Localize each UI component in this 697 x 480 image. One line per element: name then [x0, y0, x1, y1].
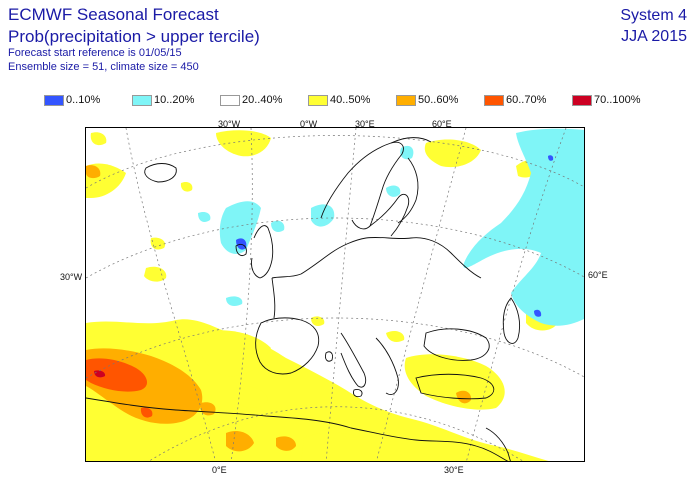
shading-70-100 — [94, 370, 106, 378]
legend-swatch — [132, 95, 152, 106]
legend-swatch — [44, 95, 64, 106]
legend-swatch — [396, 95, 416, 106]
start-reference: Forecast start reference is 01/05/15 — [8, 47, 182, 59]
legend-label: 20..40% — [242, 94, 283, 106]
grid-label-bottom-30e: 30°E — [444, 465, 464, 475]
shading-0-10 — [236, 155, 554, 317]
legend-label: 0..10% — [66, 94, 101, 106]
shading-10-20 — [198, 128, 584, 326]
subtitle: Prob(precipitation > upper tercile) — [8, 27, 260, 46]
coastlines — [86, 137, 521, 461]
legend-swatch — [308, 95, 328, 106]
season-label: JJA 2015 — [621, 28, 687, 45]
grid-label-top-0w: 0°W — [300, 119, 318, 129]
shading-40-50 — [86, 130, 558, 461]
grid-label-top-30e: 30°E — [355, 119, 375, 129]
legend-label: 60..70% — [506, 94, 547, 106]
legend-swatch — [572, 95, 592, 106]
legend-label: 70..100% — [594, 94, 641, 106]
system-label: System 4 — [620, 7, 687, 24]
ensemble-size: Ensemble size = 51, climate size = 450 — [8, 61, 199, 73]
legend-swatch — [220, 95, 240, 106]
grid-label-top-30w: 30°W — [218, 119, 241, 129]
graticule — [86, 128, 584, 461]
legend-label: 40..50% — [330, 94, 371, 106]
map-svg — [86, 128, 584, 461]
legend-label: 10..20% — [154, 94, 195, 106]
legend-swatch — [484, 95, 504, 106]
shading-60-70 — [86, 358, 153, 418]
grid-label-top-60e: 60°E — [432, 119, 452, 129]
grid-label-left-30w: 30°W — [60, 272, 83, 282]
legend-label: 50..60% — [418, 94, 459, 106]
grid-label-bottom-0e: 0°E — [212, 465, 227, 475]
forecast-map — [85, 127, 585, 462]
grid-label-right-60e: 60°E — [588, 270, 608, 280]
title: ECMWF Seasonal Forecast — [8, 5, 219, 24]
